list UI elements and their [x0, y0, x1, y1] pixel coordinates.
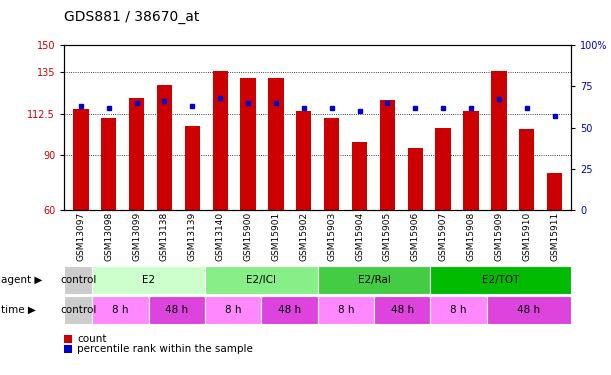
Bar: [547, 173, 562, 210]
Text: control: control: [60, 275, 97, 285]
Bar: [379, 100, 395, 210]
Text: 48 h: 48 h: [518, 305, 541, 315]
Text: percentile rank within the sample: percentile rank within the sample: [77, 344, 253, 354]
Text: E2: E2: [142, 275, 155, 285]
Bar: [73, 109, 89, 210]
Bar: [408, 148, 423, 210]
Bar: [324, 118, 339, 210]
Bar: [185, 126, 200, 210]
Text: 8 h: 8 h: [338, 305, 354, 315]
Text: 8 h: 8 h: [112, 305, 129, 315]
Text: E2/Ral: E2/Ral: [357, 275, 390, 285]
Text: E2/TOT: E2/TOT: [482, 275, 519, 285]
Text: count: count: [77, 334, 106, 344]
Text: E2/ICI: E2/ICI: [246, 275, 276, 285]
Text: time ▶: time ▶: [1, 305, 36, 315]
Bar: [463, 111, 478, 210]
Text: 8 h: 8 h: [225, 305, 241, 315]
Bar: [157, 86, 172, 210]
Bar: [240, 78, 256, 210]
Text: 48 h: 48 h: [390, 305, 414, 315]
Text: 8 h: 8 h: [450, 305, 467, 315]
Bar: [296, 111, 312, 210]
Bar: [352, 142, 367, 210]
Bar: [101, 118, 117, 210]
Bar: [519, 129, 535, 210]
Bar: [129, 98, 144, 210]
Text: control: control: [60, 305, 97, 315]
Bar: [436, 128, 451, 210]
Text: 48 h: 48 h: [166, 305, 188, 315]
Text: 48 h: 48 h: [278, 305, 301, 315]
Text: GDS881 / 38670_at: GDS881 / 38670_at: [64, 10, 200, 24]
Bar: [268, 78, 284, 210]
Bar: [491, 70, 507, 210]
Bar: [213, 70, 228, 210]
Text: agent ▶: agent ▶: [1, 275, 43, 285]
